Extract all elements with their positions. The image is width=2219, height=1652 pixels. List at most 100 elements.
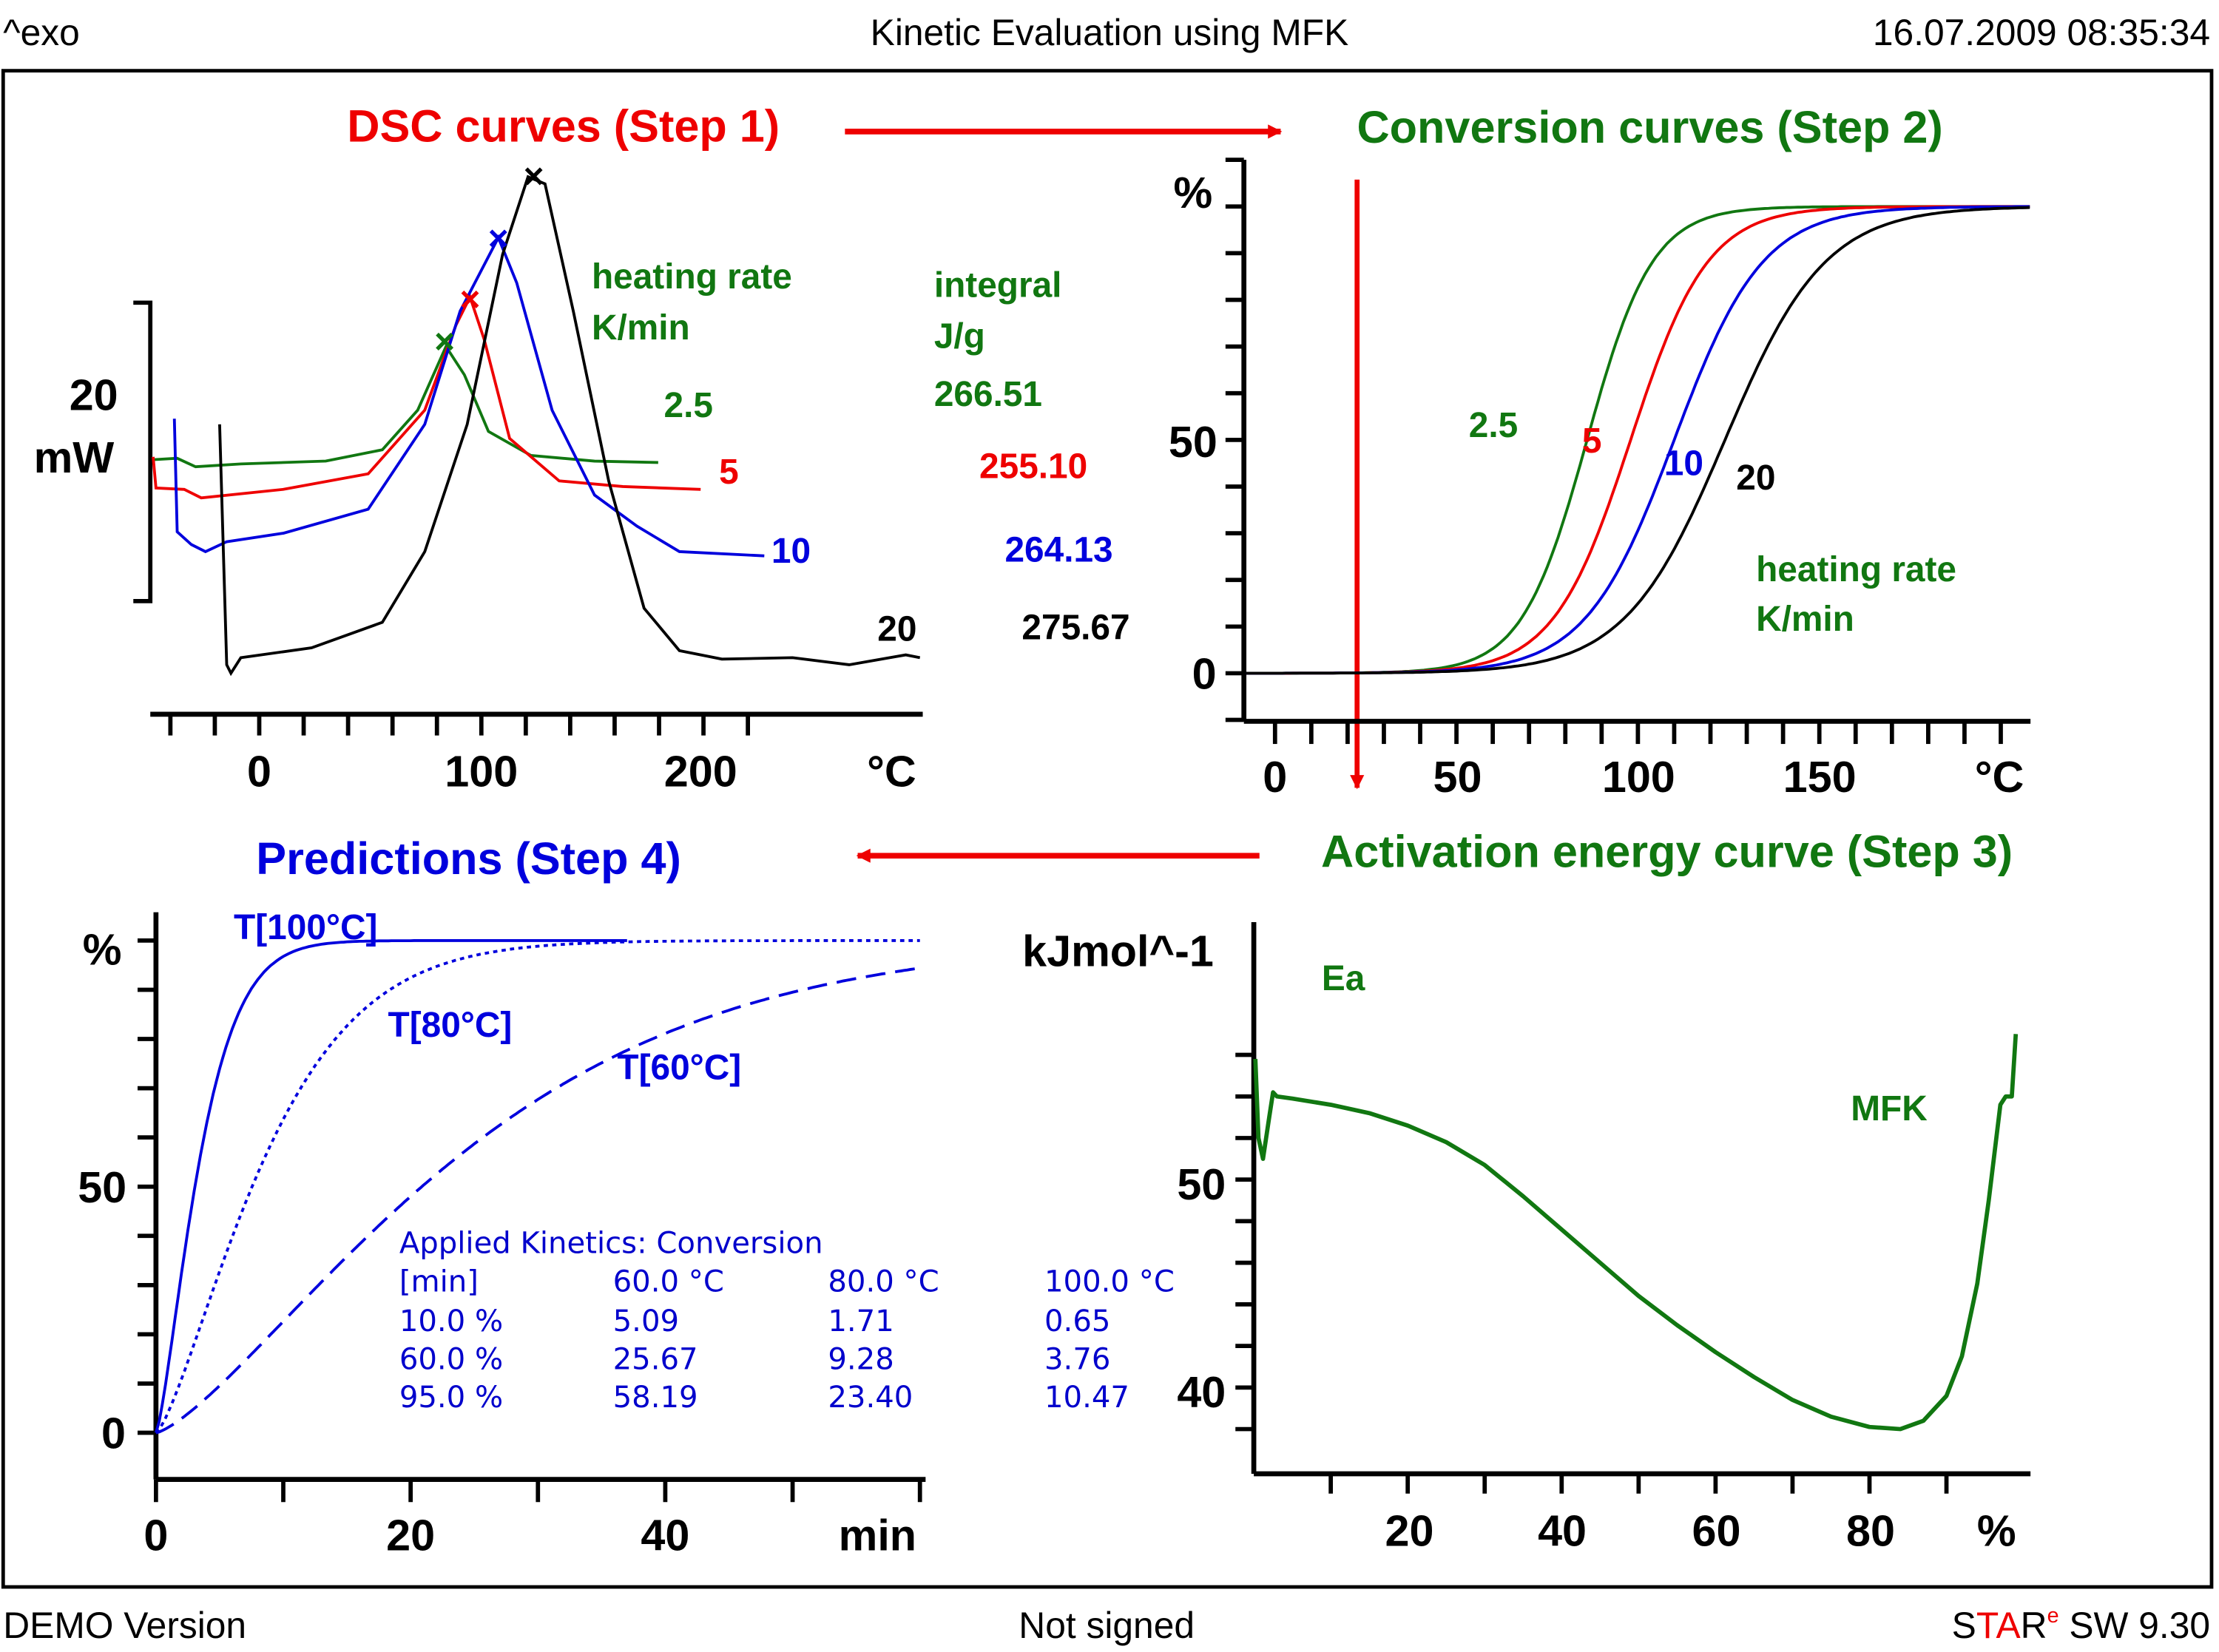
step4-title: Predictions (Step 4) [256,833,681,884]
pred-x-tick-0: 0 [143,1510,168,1560]
dsc-scale-unit: mW [34,433,115,482]
ea-x-tick-40: 40 [1538,1506,1587,1556]
ea-curve [1253,1034,2019,1432]
ea-x-tick-80: 80 [1846,1506,1895,1556]
table-cell: 25.67 [613,1342,698,1376]
table-header-cell: 60.0 °C [613,1265,724,1299]
predictions-chart: % 50 0 0 20 40 min T[100°C] T[80°C] T[60… [78,908,1175,1560]
plot-frame [1,69,2214,1589]
conv-x-tick-100: 100 [1602,752,1675,802]
conv-curve-20 [1246,206,2030,675]
conv-label-20: 20 [1736,458,1775,498]
pred-x-tick-40: 40 [641,1510,689,1560]
table-cell: 10.47 [1044,1381,1129,1415]
table-cell: 1.71 [828,1304,894,1338]
ea-method-label: MFK [1851,1089,1928,1128]
step1-title: DSC curves (Step 1) [347,101,780,151]
pred-y-tick-50: 50 [78,1162,126,1212]
dsc-peak-marker-10: × [488,220,509,259]
dsc-label-10: 10 [771,532,811,571]
dsc-legend-heading-1: heating rate [592,257,792,297]
dsc-peak-marker-5: × [460,280,481,319]
dsc-scale-bar [133,300,153,603]
table-cell: 10.0 % [399,1304,503,1338]
kinetics-table-title: Applied Kinetics: Conversion [399,1227,823,1261]
dsc-curve-20 [218,175,921,677]
pred-curve-dashed [155,967,920,1435]
dsc-curve-2.5 [152,343,658,469]
datetime: 16.07.2009 08:35:34 [1873,12,2210,53]
dsc-x-tick-200: 200 [664,746,737,796]
pred-curve-solid [155,939,627,1434]
conv-label-10: 10 [1664,444,1703,484]
pred-y-tick-0: 0 [101,1409,126,1458]
conversion-chart: % 50 0 0 50 100 150 °C 2.5 5 10 20 heati… [1169,158,2031,802]
conv-y-tick-50: 50 [1169,417,1217,467]
dsc-label-20: 20 [877,609,916,649]
pred-x-unit: min [839,1510,916,1560]
dsc-legend-heading-2: K/min [592,308,690,348]
integral-value-10: 264.13 [1004,530,1112,569]
dsc-chart: 20 mW 0 100 200 °C × × × × heating rate … [34,157,1130,796]
integral-value-2.5: 266.51 [934,375,1042,414]
conv-legend-heading-1: heating rate [1756,550,1956,589]
table-cell: 23.40 [828,1381,913,1415]
conv-label-5: 5 [1582,422,1602,461]
conv-x-unit: °C [1975,752,2024,802]
conv-y-tick-0: 0 [1192,649,1217,698]
activation-energy-chart: kJmol^-1 50 40 20 40 60 80 % Ea MFK [1022,922,2031,1556]
integral-heading-2: J/g [934,317,985,356]
conv-x-tick-150: 150 [1783,752,1857,802]
dsc-x-tick-0: 0 [247,746,271,796]
integral-value-5: 255.10 [979,447,1087,486]
dsc-x-tick-100: 100 [445,746,518,796]
window-title: Kinetic Evaluation using MFK [871,12,1349,53]
conv-x-tick-0: 0 [1263,752,1287,802]
logo-s: S [1952,1605,1976,1646]
pred-label-60C: T[60°C] [617,1048,741,1087]
conv-y-unit: % [1173,168,1212,217]
dsc-x-unit: °C [867,746,916,796]
pred-label-100C: T[100°C] [234,908,377,947]
logo-ta: TA [1976,1605,2022,1646]
logo-version: SW 9.30 [2059,1605,2210,1646]
logo-e-superscript: e [2047,1604,2059,1628]
ea-x-tick-60: 60 [1692,1506,1741,1556]
table-cell: 58.19 [613,1381,698,1415]
dsc-curve-5 [152,293,701,500]
dsc-scale-value: 20 [70,370,118,420]
conv-label-2.5: 2.5 [1469,406,1518,445]
star-software-logo: STARe SW 9.30 [1952,1604,2210,1646]
integral-value-20: 275.67 [1021,609,1129,648]
step3-title: Activation energy curve (Step 3) [1321,826,2013,876]
ea-y-tick-50: 50 [1177,1160,1226,1209]
ea-x-tick-20: 20 [1385,1506,1434,1556]
table-row: 10.0 % 5.09 1.71 0.65 [399,1304,1111,1338]
table-cell: 3.76 [1044,1342,1110,1376]
logo-r: R [2021,1605,2047,1646]
pred-x-tick-20: 20 [386,1510,435,1560]
ea-y-unit: kJmol^-1 [1022,926,1214,975]
pred-y-unit: % [83,924,122,974]
table-header-cell: 100.0 °C [1044,1265,1175,1299]
pred-label-80C: T[80°C] [388,1006,513,1045]
table-cell: 95.0 % [399,1381,503,1415]
demo-version-label: DEMO Version [3,1605,246,1646]
ea-y-tick-40: 40 [1177,1367,1226,1417]
conv-x-tick-50: 50 [1433,752,1482,802]
signature-status: Not signed [1019,1605,1195,1646]
table-header-cell: [min] [399,1265,479,1299]
table-cell: 60.0 % [399,1342,503,1376]
dsc-peak-marker-20: × [524,157,544,196]
kinetics-table-header: [min] 60.0 °C 80.0 °C 100.0 °C [399,1265,1175,1299]
dsc-peak-marker-2.5: × [434,322,455,362]
table-cell: 0.65 [1044,1304,1110,1338]
dsc-label-2.5: 2.5 [664,386,713,425]
pred-curve-dotted [155,939,920,1434]
integral-heading-1: integral [934,266,1062,305]
exo-direction-label: ^exo [3,12,80,53]
dsc-label-5: 5 [719,453,739,492]
ea-curve-label: Ea [1322,959,1365,998]
table-cell: 9.28 [828,1342,894,1376]
